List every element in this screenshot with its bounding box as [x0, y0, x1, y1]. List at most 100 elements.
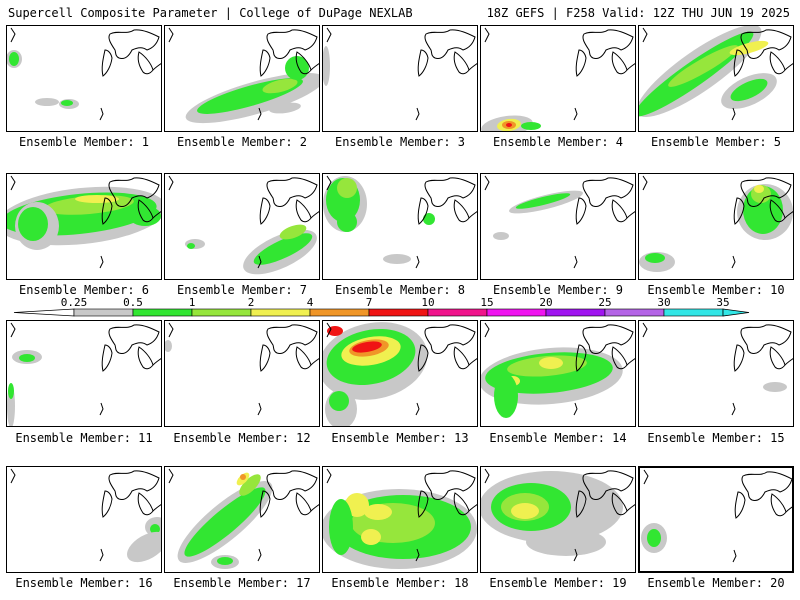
- panel-label: Ensemble Member: 13: [331, 431, 469, 445]
- panel-label: Ensemble Member: 7: [176, 283, 308, 297]
- map-field: [165, 322, 319, 416]
- colorbar-tick-label: 30: [657, 296, 671, 309]
- panel-label: Ensemble Member: 20: [647, 576, 785, 590]
- panel-label: Ensemble Member: 8: [334, 283, 466, 297]
- ensemble-panel-9: [480, 173, 636, 280]
- colorbar: [13, 308, 750, 317]
- map-field: [7, 175, 161, 269]
- ensemble-panel-7: [164, 173, 320, 280]
- colorbar-tick-label: 15: [480, 296, 494, 309]
- ensemble-panel-13: [322, 320, 478, 427]
- panel-label: Ensemble Member: 17: [173, 576, 311, 590]
- state-coastline-outlines: [10, 175, 161, 269]
- panel-label: Ensemble Member: 15: [647, 431, 785, 445]
- colorbar-right-arrow: [722, 308, 750, 317]
- state-coastline-outlines: [484, 322, 635, 416]
- map-field: [7, 27, 161, 121]
- panel-label: Ensemble Member: 14: [489, 431, 627, 445]
- colorbar-bin: [663, 308, 724, 317]
- state-coastline-outlines: [168, 175, 319, 269]
- colorbar-left-arrow: [13, 308, 75, 317]
- colorbar-bin: [368, 308, 429, 317]
- colorbar-tick-label: 4: [306, 296, 314, 309]
- colorbar-bin: [427, 308, 488, 317]
- panel-label: Ensemble Member: 3: [334, 135, 466, 149]
- panel-label: Ensemble Member: 4: [492, 135, 624, 149]
- colorbar-bin: [486, 308, 547, 317]
- state-coastline-outlines: [326, 468, 477, 562]
- ensemble-panel-20: [638, 466, 794, 573]
- state-coastline-outlines: [642, 175, 793, 269]
- panel-label: Ensemble Member: 5: [650, 135, 782, 149]
- state-coastline-outlines: [10, 322, 161, 416]
- ensemble-panel-16: [6, 466, 162, 573]
- ensemble-panel-1: [6, 25, 162, 132]
- state-coastline-outlines: [484, 175, 635, 269]
- state-coastline-outlines: [326, 175, 477, 269]
- colorbar-bin: [309, 308, 370, 317]
- ensemble-panel-18: [322, 466, 478, 573]
- state-coastline-outlines: [168, 27, 319, 121]
- map-field: [7, 322, 161, 426]
- state-coastline-outlines: [10, 468, 161, 562]
- colorbar-bin: [73, 308, 134, 317]
- state-coastline-outlines: [326, 322, 477, 416]
- panel-label: Ensemble Member: 16: [15, 576, 153, 590]
- map-field: [481, 322, 635, 418]
- panel-label: Ensemble Member: 1: [18, 135, 150, 149]
- map-field: [323, 175, 477, 269]
- panel-label: Ensemble Member: 2: [176, 135, 308, 149]
- panel-label: Ensemble Member: 10: [647, 283, 785, 297]
- panel-label: Ensemble Member: 9: [492, 283, 624, 297]
- ensemble-panel-6: [6, 173, 162, 280]
- ensemble-panel-2: [164, 25, 320, 132]
- ensemble-panel-19: [480, 466, 636, 573]
- run-valid-time: 18Z GEFS | F258 Valid: 12Z THU JUN 19 20…: [486, 6, 790, 20]
- colorbar-tick-label: 20: [539, 296, 553, 309]
- map-field: [323, 468, 477, 569]
- map-field: [481, 468, 635, 562]
- map-field: [168, 175, 319, 275]
- ensemble-panel-15: [638, 320, 794, 427]
- panel-label: Ensemble Member: 19: [489, 576, 627, 590]
- map-field: [323, 322, 477, 426]
- state-coastline-outlines: [168, 468, 319, 562]
- ensemble-panel-14: [480, 320, 636, 427]
- panel-label: Ensemble Member: 12: [173, 431, 311, 445]
- panel-label: Ensemble Member: 18: [331, 576, 469, 590]
- ensemble-panel-5: [638, 25, 794, 132]
- state-coastline-outlines: [10, 27, 161, 121]
- map-field: [639, 175, 793, 272]
- ensemble-panel-4: [480, 25, 636, 132]
- panel-label: Ensemble Member: 6: [18, 283, 150, 297]
- colorbar-bin: [604, 308, 665, 317]
- ensemble-panel-11: [6, 320, 162, 427]
- state-coastline-outlines: [642, 27, 793, 121]
- ensemble-panel-3: [322, 25, 478, 132]
- colorbar-bin: [250, 308, 311, 317]
- colorbar-tick-label: 35: [716, 296, 730, 309]
- map-field: [642, 322, 793, 416]
- colorbar-tick-label: 7: [365, 296, 373, 309]
- state-coastline-outlines: [642, 322, 793, 416]
- colorbar-tick-label: 1: [188, 296, 196, 309]
- map-field: [10, 468, 161, 563]
- state-coastline-outlines: [484, 27, 635, 121]
- colorbar-tick-label: 10: [421, 296, 435, 309]
- colorbar-bin: [132, 308, 193, 317]
- state-coastline-outlines: [326, 27, 477, 121]
- map-field: [639, 26, 793, 121]
- state-coastline-outlines: [168, 322, 319, 416]
- colorbar-tick-label: 25: [598, 296, 612, 309]
- state-coastline-outlines: [643, 469, 792, 563]
- map-title: Supercell Composite Parameter | College …: [8, 6, 413, 20]
- colorbar-tick-label: 0.25: [60, 296, 88, 309]
- state-coastline-outlines: [484, 468, 635, 562]
- colorbar-bin: [545, 308, 606, 317]
- colorbar-tick-label: 0.5: [123, 296, 143, 309]
- panel-label: Ensemble Member: 11: [15, 431, 153, 445]
- map-field: [323, 27, 477, 121]
- map-field: [168, 27, 319, 124]
- map-field: [168, 468, 319, 569]
- ensemble-panel-8: [322, 173, 478, 280]
